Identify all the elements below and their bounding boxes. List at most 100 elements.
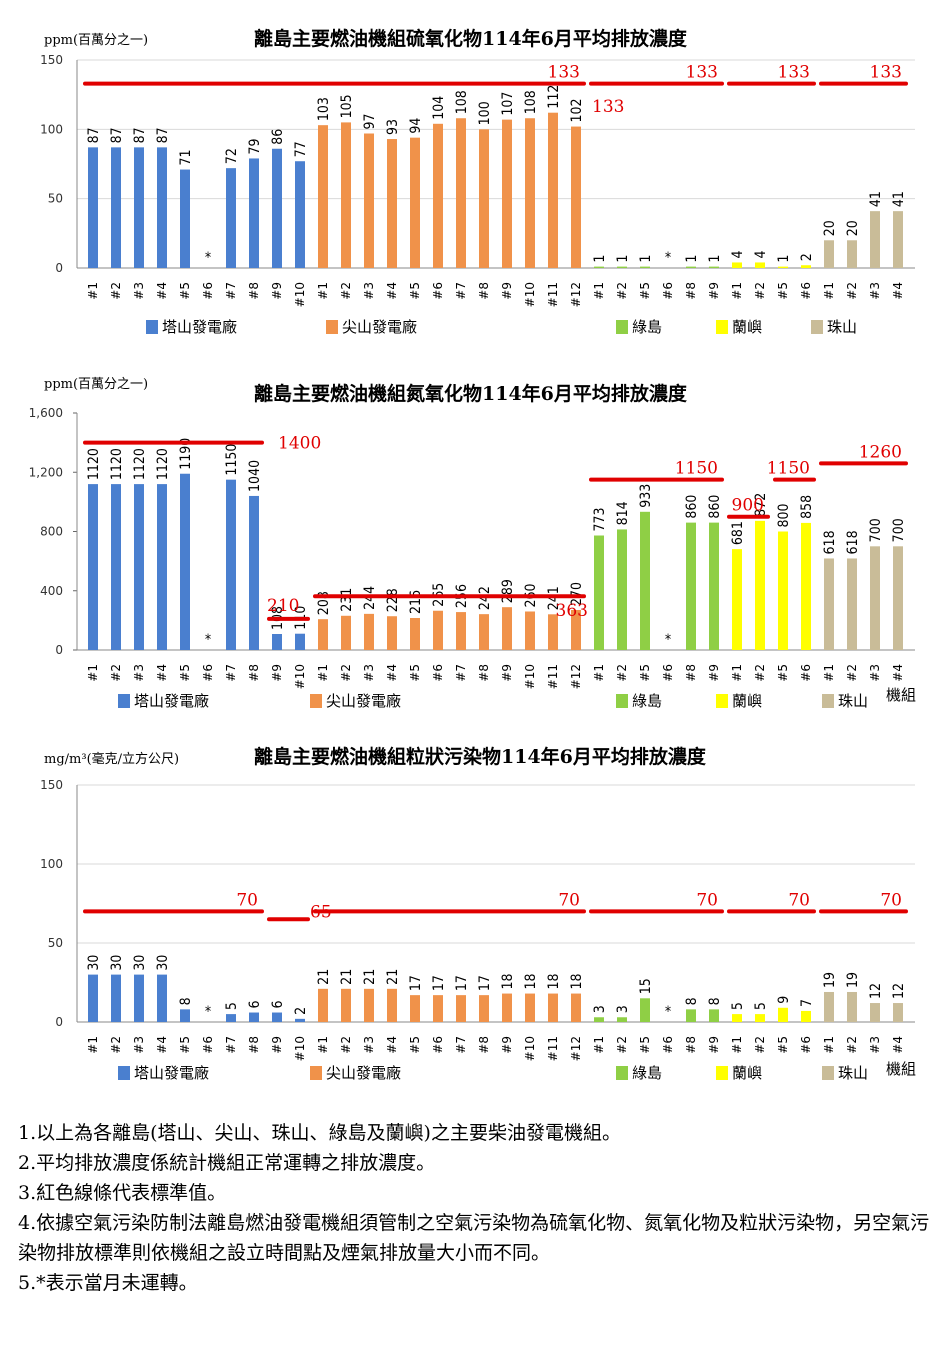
category-label: #7: [224, 282, 238, 300]
note-2: 2.平均排放濃度係統計機組正常運轉之排放濃度。: [18, 1152, 436, 1174]
category-label: #2: [845, 282, 859, 300]
legend-label: 蘭嶼: [732, 1064, 762, 1082]
category-label: #2: [753, 282, 767, 300]
value-label: 8: [178, 997, 194, 1005]
legend-label: 尖山發電廠: [326, 692, 401, 710]
bar: [525, 118, 535, 269]
value-label: 933: [638, 484, 654, 508]
category-label: #4: [891, 664, 905, 682]
bar: [755, 1014, 765, 1022]
category-label: #5: [178, 664, 192, 682]
value-label: 86: [270, 129, 286, 145]
x-axis-label: 機組: [886, 686, 916, 704]
bar: [364, 133, 374, 268]
limit-label: 70: [696, 890, 718, 910]
limit-label: 900: [732, 496, 764, 516]
bar: [387, 988, 397, 1022]
category-label: #8: [684, 664, 698, 682]
value-label: 87: [155, 127, 171, 143]
limit-label: 133: [548, 63, 580, 83]
value-label: 1: [707, 255, 723, 263]
value-label: 112: [546, 85, 562, 109]
bar: [88, 484, 98, 650]
category-label: #5: [638, 664, 652, 682]
bar: [157, 147, 167, 268]
value-label: 21: [362, 969, 378, 985]
category-label: #12: [569, 282, 583, 307]
category-label: #8: [477, 664, 491, 682]
category-label: #11: [546, 664, 560, 689]
bar: [548, 112, 558, 269]
chart-unit: ppm(百萬分之一): [44, 33, 148, 48]
category-label: #4: [385, 1036, 399, 1054]
category-label: #2: [339, 664, 353, 682]
category-label: #2: [615, 1036, 629, 1054]
value-label: 289: [500, 579, 516, 603]
value-label: 8: [707, 997, 723, 1005]
category-label: #12: [569, 664, 583, 689]
legend-label: 尖山發電廠: [342, 318, 417, 336]
category-label: #9: [707, 282, 721, 300]
bar: [272, 1012, 282, 1022]
category-label: #10: [523, 282, 537, 307]
value-label: 6: [270, 1001, 286, 1009]
value-label: 19: [822, 972, 838, 988]
value-label: 41: [868, 191, 884, 207]
value-label: 3: [615, 1005, 631, 1013]
bar: [640, 511, 650, 650]
category-label: #7: [454, 664, 468, 682]
bar: [479, 614, 489, 650]
value-label: 107: [500, 92, 516, 116]
value-label: 800: [776, 503, 792, 527]
bar: [870, 1003, 880, 1022]
category-label: #12: [569, 1036, 583, 1061]
bar: [732, 549, 742, 650]
category-label: #9: [500, 282, 514, 300]
value-label: 30: [132, 955, 148, 971]
category-label: #8: [477, 282, 491, 300]
category-label: #8: [247, 282, 261, 300]
category-label: #6: [431, 1036, 445, 1054]
bar: [226, 168, 236, 268]
bar: [295, 1018, 305, 1022]
legend-swatch: [118, 1066, 130, 1080]
category-label: #8: [477, 1036, 491, 1054]
bar: [272, 148, 282, 268]
value-label: 700: [891, 518, 907, 542]
bar: [410, 618, 420, 650]
y-tick-label: 50: [48, 192, 63, 206]
bar: [502, 993, 512, 1022]
value-label: 814: [615, 501, 631, 525]
category-label: #6: [201, 282, 215, 300]
bar: [686, 522, 696, 650]
category-label: #2: [845, 1036, 859, 1054]
value-label: 241: [546, 586, 562, 610]
limit-label: 133: [870, 63, 902, 83]
bar: [387, 139, 397, 268]
value-label: 2: [293, 1007, 309, 1015]
category-label: #3: [132, 664, 146, 682]
category-label: #6: [201, 664, 215, 682]
bar: [456, 118, 466, 269]
value-label: 20: [845, 220, 861, 236]
bar: [686, 1009, 696, 1022]
limit-label: 1400: [278, 434, 321, 454]
category-label: #2: [339, 1036, 353, 1054]
legend-label: 蘭嶼: [732, 318, 762, 336]
category-label: #4: [155, 282, 169, 300]
legend-label: 綠島: [632, 692, 662, 710]
value-label: 21: [385, 969, 401, 985]
limit-label: 210: [267, 596, 299, 616]
category-label: #1: [86, 664, 100, 682]
bar: [847, 240, 857, 268]
category-label: #9: [707, 664, 721, 682]
category-label: #3: [868, 664, 882, 682]
y-tick-label: 0: [55, 643, 63, 657]
value-label: 228: [385, 588, 401, 612]
category-label: #4: [385, 282, 399, 300]
not-running-marker: *: [665, 632, 671, 648]
value-label: 1040: [247, 460, 263, 492]
bar: [709, 1009, 719, 1022]
category-label: #5: [408, 664, 422, 682]
y-tick-label: 150: [40, 53, 63, 67]
